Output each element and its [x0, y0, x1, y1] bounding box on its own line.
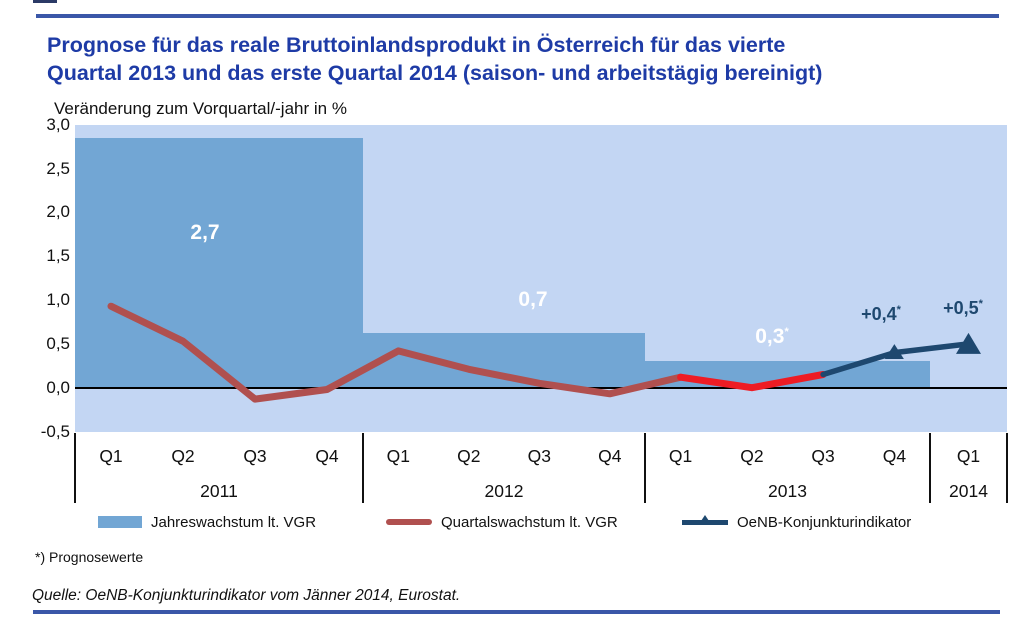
y-tick-label: -0,5 [40, 421, 70, 441]
year-label-2013: 2013 [768, 481, 807, 501]
legend-item-jahreswachstum: Jahreswachstum lt. VGR [98, 511, 316, 533]
legend-label: OeNB-Konjunkturindikator [737, 513, 912, 531]
legend-label: Quartalswachstum lt. VGR [441, 513, 618, 531]
quarter-label: Q3 [243, 446, 267, 466]
line-swatch-icon [386, 519, 432, 525]
growth-lines-svg [107, 302, 981, 403]
triangle-marker-icon [699, 515, 711, 524]
quarter-label: Q1 [99, 446, 123, 466]
bottom-rule [33, 610, 1000, 614]
quarter-label: Q2 [171, 446, 195, 466]
zero-line [75, 387, 1007, 389]
oenb-annotation-1: +0,5* [943, 298, 983, 318]
legend-item-oenb: OeNB-Konjunkturindikator [682, 511, 911, 533]
y-tick-label: 2,0 [46, 202, 70, 222]
year-label-2014: 2014 [949, 481, 988, 501]
line-marker-swatch-icon [682, 515, 728, 529]
oenb-q4-marker-icon [884, 344, 904, 360]
chart-title-line2: Quartal 2013 und das erste Quartal 2014 … [47, 61, 823, 85]
year-separator-4 [1006, 433, 1008, 503]
chart-title: Prognose für das reale Bruttoinlandsprod… [47, 31, 977, 87]
bar-value-label-2013: 0,3* [755, 325, 789, 348]
top-rule [36, 14, 999, 18]
year-separator-1 [362, 433, 364, 503]
footnote: *) Prognosewerte [35, 549, 144, 565]
area-swatch-icon [98, 516, 142, 528]
top-left-dash [33, 0, 57, 3]
quarterly-growth-line [107, 302, 685, 403]
quarter-label: Q1 [668, 446, 693, 466]
source-line: Quelle: OeNB-Konjunkturindikator vom Jän… [32, 587, 461, 604]
y-tick-label: 0,5 [46, 333, 70, 353]
quarter-label: Q2 [740, 446, 764, 466]
y-tick-label: 0,0 [46, 377, 70, 397]
bar-value-label-2011: 2,7 [190, 221, 220, 244]
quarter-label: Q2 [457, 446, 481, 466]
year-separator-0 [74, 433, 76, 503]
year-separator-3 [929, 433, 931, 503]
quarter-label: Q4 [315, 446, 339, 466]
y-tick-label: 1,0 [46, 290, 70, 309]
chart-title-line1: Prognose für das reale Bruttoinlandsprod… [47, 33, 786, 57]
year-label-2011: 2011 [200, 481, 238, 501]
axis-unit-note: Veränderung zum Vorquartal/-jahr in % [54, 99, 347, 118]
quarter-label: Q3 [811, 446, 835, 466]
oenb-annotation-0: +0,4* [861, 304, 901, 324]
legend-label: Jahreswachstum lt. VGR [151, 513, 317, 531]
quarterly-growth-line-recent [677, 371, 827, 392]
y-tick-label: 1,5 [46, 246, 70, 266]
quarter-label: Q1 [956, 446, 981, 466]
quarter-label: Q1 [386, 446, 410, 466]
oenb-q1-arrow-icon [956, 332, 981, 354]
quarter-label: Q4 [882, 446, 907, 466]
quarter-label: Q3 [527, 446, 551, 466]
legend-item-quartalswachstum: Quartalswachstum lt. VGR [386, 511, 618, 533]
quarter-label: Q4 [598, 446, 622, 466]
year-label-2012: 2012 [484, 481, 524, 501]
bar-value-label-2012: 0,7 [518, 288, 548, 311]
bar-2011 [75, 137, 363, 388]
y-tick-label: 3,0 [46, 114, 70, 134]
year-separator-2 [644, 433, 646, 503]
y-tick-label: 2,5 [46, 158, 70, 178]
